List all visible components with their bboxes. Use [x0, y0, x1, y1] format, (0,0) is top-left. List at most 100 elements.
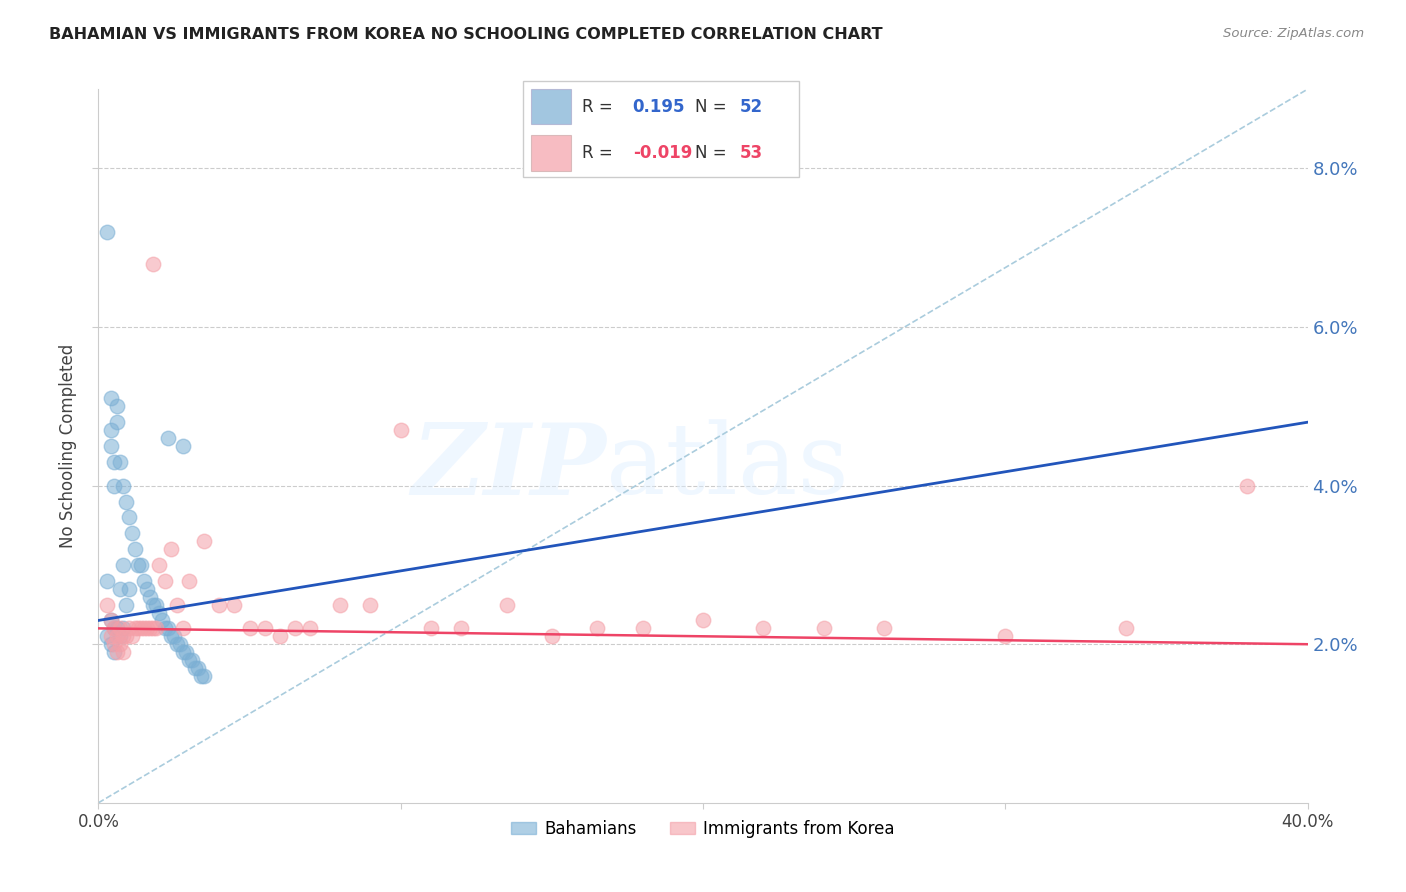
Point: [103, 455, 125, 469]
Point: [118, 582, 141, 596]
Point: [153, 574, 176, 588]
Point: [994, 629, 1017, 643]
Text: 53: 53: [740, 144, 762, 161]
Point: [103, 478, 125, 492]
Point: [269, 629, 291, 643]
Point: [166, 637, 188, 651]
Point: [100, 614, 122, 628]
Point: [105, 415, 128, 429]
Text: 52: 52: [740, 98, 762, 116]
Point: [253, 621, 276, 635]
Point: [166, 598, 188, 612]
Point: [299, 621, 322, 635]
Point: [495, 598, 517, 612]
Point: [100, 637, 122, 651]
Point: [108, 629, 131, 643]
Text: R =: R =: [582, 98, 613, 116]
Point: [108, 621, 131, 635]
Point: [108, 582, 131, 596]
Point: [111, 621, 134, 635]
Point: [752, 621, 775, 635]
Text: N =: N =: [695, 144, 725, 161]
Point: [586, 621, 609, 635]
Point: [108, 455, 131, 469]
Point: [132, 621, 155, 635]
Point: [111, 478, 134, 492]
Point: [124, 542, 146, 557]
Point: [96, 574, 118, 588]
Point: [172, 621, 194, 635]
Text: atlas: atlas: [606, 419, 849, 516]
Point: [96, 225, 118, 239]
Text: Source: ZipAtlas.com: Source: ZipAtlas.com: [1223, 27, 1364, 40]
Point: [114, 629, 136, 643]
Point: [121, 629, 143, 643]
Point: [100, 629, 122, 643]
Point: [111, 629, 134, 643]
Point: [150, 614, 173, 628]
Point: [105, 400, 128, 414]
Text: ZIP: ZIP: [412, 419, 606, 516]
Point: [100, 614, 122, 628]
Point: [156, 621, 179, 635]
Point: [100, 423, 122, 437]
Point: [329, 598, 352, 612]
Point: [224, 598, 246, 612]
Point: [193, 534, 215, 549]
Point: [132, 574, 155, 588]
Point: [142, 621, 165, 635]
Legend: Bahamians, Immigrants from Korea: Bahamians, Immigrants from Korea: [505, 814, 901, 845]
Point: [160, 542, 183, 557]
Point: [153, 621, 176, 635]
Point: [135, 582, 157, 596]
Point: [118, 621, 141, 635]
Point: [105, 621, 128, 635]
Point: [160, 629, 183, 643]
Point: [148, 606, 170, 620]
Point: [179, 653, 201, 667]
Point: [142, 257, 165, 271]
Point: [190, 669, 212, 683]
Point: [103, 621, 125, 635]
FancyBboxPatch shape: [523, 81, 799, 178]
Point: [360, 598, 382, 612]
Point: [118, 510, 141, 524]
Y-axis label: No Schooling Completed: No Schooling Completed: [59, 344, 77, 548]
Point: [100, 439, 122, 453]
Point: [163, 629, 186, 643]
Point: [156, 431, 179, 445]
Point: [103, 645, 125, 659]
Point: [105, 645, 128, 659]
Point: [389, 423, 412, 437]
Point: [129, 621, 152, 635]
Point: [169, 637, 191, 651]
Point: [114, 494, 136, 508]
Point: [108, 637, 131, 651]
Point: [121, 526, 143, 541]
Point: [692, 614, 714, 628]
Point: [172, 439, 194, 453]
Point: [239, 621, 262, 635]
Bar: [531, 136, 571, 170]
Point: [127, 621, 149, 635]
Point: [114, 598, 136, 612]
Point: [1236, 478, 1258, 492]
Point: [540, 629, 562, 643]
Text: N =: N =: [695, 98, 725, 116]
Point: [111, 645, 134, 659]
Point: [111, 558, 134, 572]
Point: [96, 598, 118, 612]
Point: [142, 598, 165, 612]
Text: 0.195: 0.195: [633, 98, 685, 116]
Point: [172, 645, 194, 659]
Point: [96, 629, 118, 643]
Point: [208, 598, 231, 612]
Text: BAHAMIAN VS IMMIGRANTS FROM KOREA NO SCHOOLING COMPLETED CORRELATION CHART: BAHAMIAN VS IMMIGRANTS FROM KOREA NO SCH…: [49, 27, 883, 42]
Point: [174, 645, 197, 659]
Point: [813, 621, 835, 635]
Point: [100, 392, 122, 406]
Point: [873, 621, 896, 635]
Point: [148, 558, 170, 572]
Point: [129, 558, 152, 572]
Point: [103, 621, 125, 635]
